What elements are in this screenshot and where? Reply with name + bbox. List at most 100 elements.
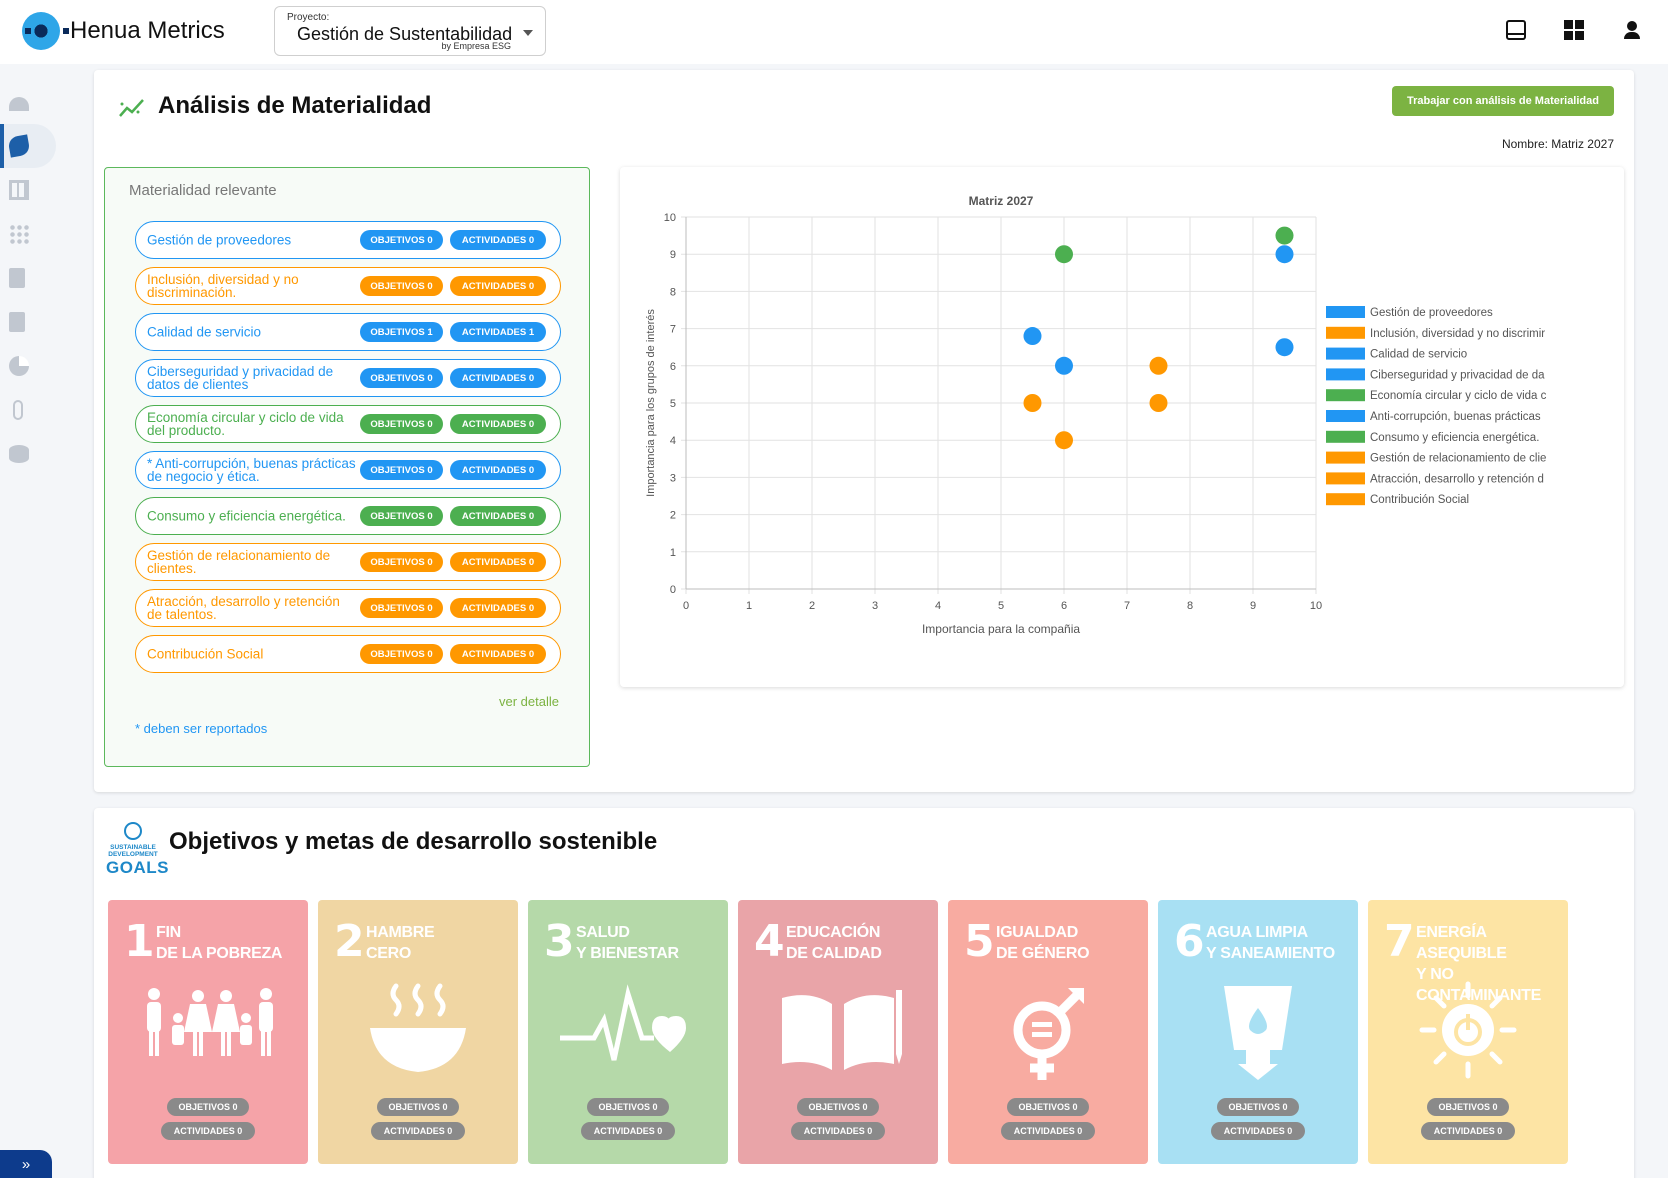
objectives-badge[interactable]: OBJETIVOS 0	[360, 230, 443, 250]
activities-badge[interactable]: ACTIVIDADES 0	[450, 506, 546, 526]
nav-item-dashboard[interactable]	[0, 80, 56, 124]
work-materiality-button[interactable]: Trabajar con análisis de Materialidad	[1392, 86, 1614, 116]
activities-badge[interactable]: ACTIVIDADES 0	[791, 1122, 885, 1140]
side-nav	[0, 80, 56, 476]
sdg-goal-number: 7	[1384, 916, 1415, 967]
sdg-goal-card[interactable]: 5 Igualdad de género OBJETIVOS 0 ACTIVIDADE…	[948, 900, 1148, 1164]
materiality-item[interactable]: Gestión de proveedores OBJETIVOS 0 ACTIVID…	[135, 221, 561, 259]
activities-badge[interactable]: ACTIVIDADES 0	[1421, 1122, 1515, 1140]
materiality-item[interactable]: Gestión de relacionamiento de clientes. O…	[135, 543, 561, 581]
activities-badge[interactable]: ACTIVIDADES 0	[1211, 1122, 1305, 1140]
data-point	[1275, 338, 1294, 357]
activities-badge[interactable]: ACTIVIDADES 0	[450, 230, 546, 250]
materiality-item-name: Consumo y eficiencia energética.	[147, 508, 346, 524]
project-select[interactable]: Proyecto: Gestión de Sustentabilidad by …	[274, 6, 546, 56]
sdg-goal-title: Educación de calidad	[786, 924, 882, 962]
activities-badge[interactable]: ACTIVIDADES 0	[450, 414, 546, 434]
objectives-badge[interactable]: OBJETIVOS 0	[360, 552, 443, 572]
objectives-badge[interactable]: OBJETIVOS 0	[377, 1098, 459, 1116]
objectives-badge[interactable]: OBJETIVOS 0	[360, 644, 443, 664]
sdg-goal-card[interactable]: 7 Energía asequible y no contaminante OBJE…	[1368, 900, 1568, 1164]
materiality-item[interactable]: Economía circular y ciclo de vida del pr…	[135, 405, 561, 443]
sdg-goal-title: Hambre cero	[366, 924, 435, 962]
nav-item-tables[interactable]	[0, 168, 56, 212]
sdg-goal-card[interactable]: 4 Educación de calidad OBJETIVOS 0 ACTIVIDA…	[738, 900, 938, 1164]
chevron-down-icon	[523, 30, 533, 36]
nav-item-documents[interactable]	[0, 300, 56, 344]
sdg-goal-title: Fin de la pobreza	[156, 924, 283, 962]
legend-label: Inclusión, diversidad y no discrimir	[1370, 328, 1545, 340]
objectives-badge[interactable]: OBJETIVOS 0	[1007, 1098, 1089, 1116]
materiality-item[interactable]: Ciberseguridad y privacidad de datos de …	[135, 359, 561, 397]
heartbeat-icon	[560, 984, 686, 1061]
objectives-badge[interactable]: OBJETIVOS 0	[1217, 1098, 1299, 1116]
x-axis-label: Importancia para la compañia	[922, 622, 1080, 636]
activities-badge[interactable]: ACTIVIDADES 0	[450, 552, 546, 572]
see-detail-link[interactable]: ver detalle	[499, 694, 559, 709]
objectives-badge[interactable]: OBJETIVOS 0	[360, 368, 443, 388]
nav-item-attachments[interactable]	[0, 388, 56, 432]
nav-item-data[interactable]	[0, 432, 56, 476]
y-tick-label: 9	[670, 249, 676, 261]
materiality-item-name: * Anti-corrupción, buenas prácticas de n…	[147, 456, 356, 484]
materiality-item[interactable]: * Anti-corrupción, buenas prácticas de n…	[135, 451, 561, 489]
objectives-badge[interactable]: OBJETIVOS 0	[587, 1098, 669, 1116]
activities-badge[interactable]: ACTIVIDADES 0	[161, 1122, 255, 1140]
objectives-badge[interactable]: OBJETIVOS 1	[360, 322, 443, 342]
nav-item-tasks[interactable]	[0, 256, 56, 300]
activities-badge[interactable]: ACTIVIDADES 1	[450, 322, 546, 342]
objectives-badge[interactable]: OBJETIVOS 0	[360, 276, 443, 296]
nav-item-sustainability[interactable]	[0, 124, 56, 168]
activities-badge[interactable]: ACTIVIDADES 0	[450, 644, 546, 664]
family-icon	[147, 988, 273, 1056]
expand-nav-button[interactable]: »	[0, 1150, 52, 1178]
data-point	[1055, 356, 1073, 375]
materiality-card: Análisis de Materialidad Trabajar con an…	[94, 70, 1634, 792]
legend-label: Ciberseguridad y privacidad de da	[1370, 369, 1545, 381]
objectives-badge[interactable]: OBJETIVOS 0	[360, 460, 443, 480]
app-logo[interactable]: Henua Metrics	[22, 12, 225, 50]
activities-badge[interactable]: ACTIVIDADES 0	[581, 1122, 675, 1140]
objectives-badge[interactable]: OBJETIVOS 0	[1427, 1098, 1509, 1116]
nav-item-apps[interactable]	[0, 212, 56, 256]
materiality-item[interactable]: Consumo y eficiencia energética. OBJETIVO…	[135, 497, 561, 535]
data-point	[1275, 226, 1294, 245]
sdg-goal-card[interactable]: 2 Hambre cero OBJETIVOS 0 ACTIVIDADES 0	[318, 900, 518, 1164]
x-tick-label: 7	[1124, 600, 1130, 612]
dashboard-icon[interactable]	[1564, 20, 1584, 40]
project-owner: by Empresa ESG	[441, 41, 511, 51]
objectives-badge[interactable]: OBJETIVOS 0	[360, 414, 443, 434]
food-bowl-icon	[370, 983, 466, 1072]
x-tick-label: 2	[809, 600, 815, 612]
objectives-badge[interactable]: OBJETIVOS 0	[360, 506, 443, 526]
objectives-badge[interactable]: OBJETIVOS 0	[167, 1098, 249, 1116]
nav-item-reports[interactable]	[0, 344, 56, 388]
x-tick-label: 4	[935, 600, 941, 612]
materiality-item[interactable]: Atracción, desarrollo y retención de tal…	[135, 589, 561, 627]
activities-badge[interactable]: ACTIVIDADES 0	[450, 368, 546, 388]
materiality-item[interactable]: Contribución Social OBJETIVOS 0 ACTIVIDADE…	[135, 635, 561, 673]
account-icon[interactable]	[1622, 20, 1642, 40]
activities-badge[interactable]: ACTIVIDADES 0	[1001, 1122, 1095, 1140]
legend-label: Economía circular y ciclo de vida c	[1370, 390, 1547, 402]
materiality-item[interactable]: Calidad de servicio OBJETIVOS 1 ACTIVIDADE…	[135, 313, 561, 351]
app-title: Henua Metrics	[70, 17, 225, 44]
sdg-goal-card[interactable]: 6 Agua limpia y saneamiento OBJETIVOS 0 ACT…	[1158, 900, 1358, 1164]
objectives-badge[interactable]: OBJETIVOS 0	[797, 1098, 879, 1116]
legend-swatch	[1326, 326, 1365, 339]
document-icon	[9, 312, 25, 332]
activities-badge[interactable]: ACTIVIDADES 0	[450, 460, 546, 480]
activities-badge[interactable]: ACTIVIDADES 0	[450, 598, 546, 618]
sdg-goal-card[interactable]: 1 Fin de la pobreza OBJETIVOS 0 ACTIVIDADES…	[108, 900, 308, 1164]
objectives-badge[interactable]: OBJETIVOS 0	[360, 598, 443, 618]
sdg-goal-card[interactable]: 3 Salud y bienestar OBJETIVOS 0 ACTIVIDADES…	[528, 900, 728, 1164]
materiality-item[interactable]: Inclusión, diversidad y no discriminació…	[135, 267, 561, 305]
inbox-icon[interactable]	[1506, 20, 1526, 40]
legend-label: Atracción, desarrollo y retención d	[1370, 473, 1544, 485]
activities-badge[interactable]: ACTIVIDADES 0	[450, 276, 546, 296]
x-tick-label: 1	[746, 600, 752, 612]
y-tick-label: 0	[670, 584, 676, 596]
data-point	[1149, 394, 1168, 412]
chart-title: Matriz 2027	[969, 194, 1034, 208]
activities-badge[interactable]: ACTIVIDADES 0	[371, 1122, 465, 1140]
